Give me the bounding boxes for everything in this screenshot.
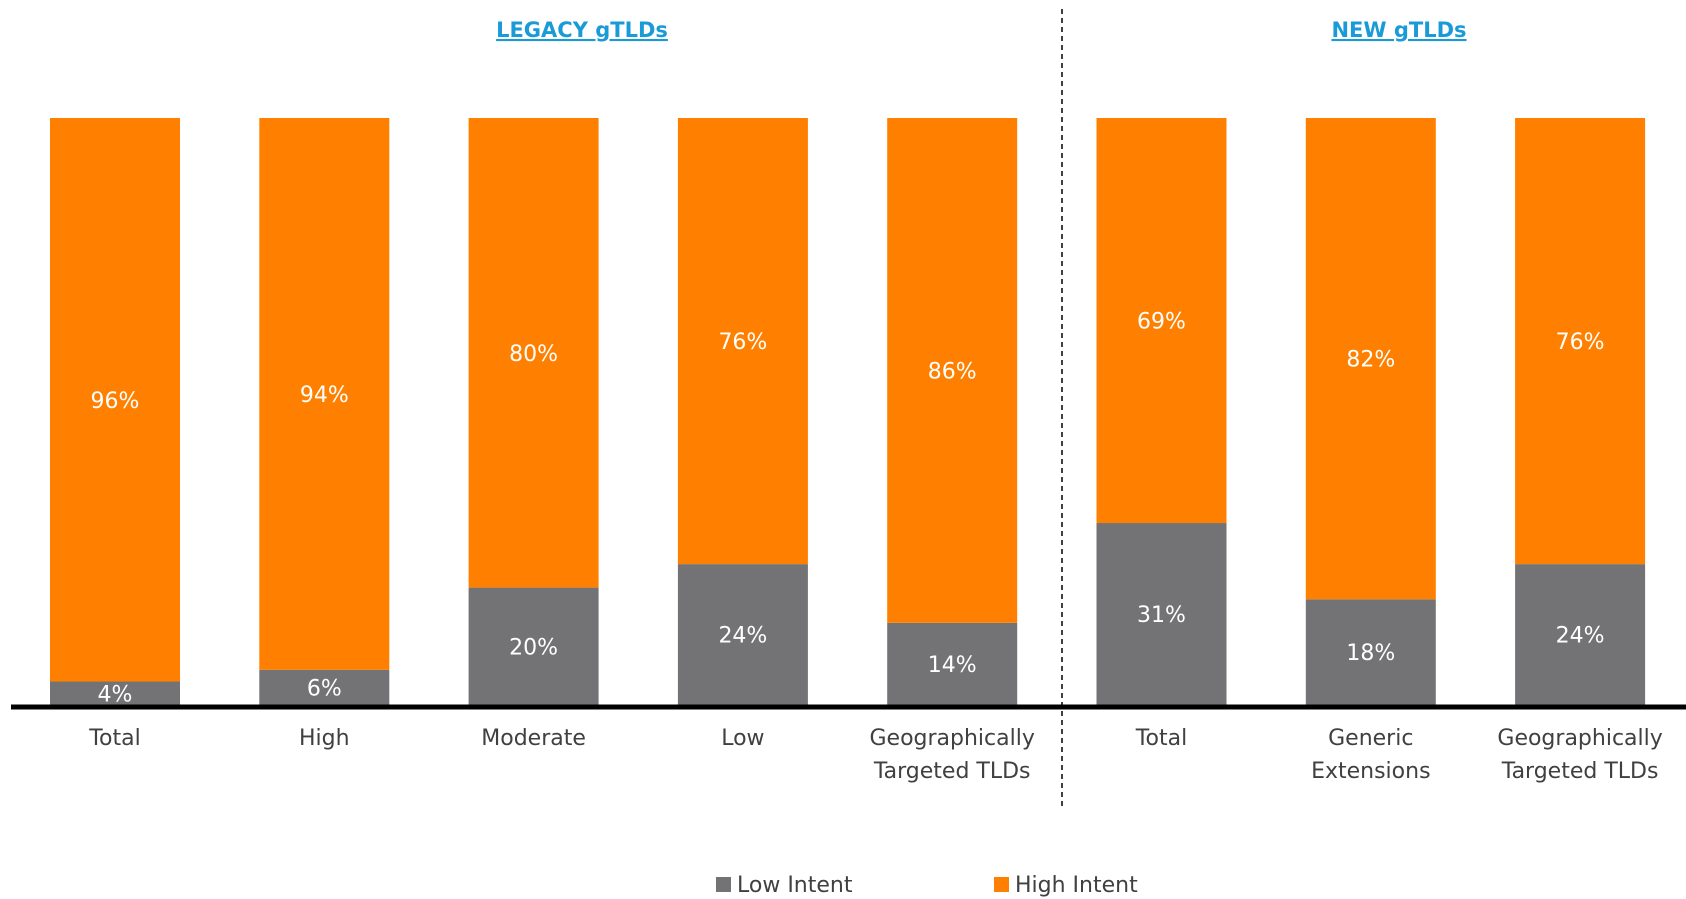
x-tick-label: High (299, 726, 350, 751)
legend-label: Low Intent (737, 873, 853, 898)
x-tick-label: Geographically Targeted TLDs (1497, 726, 1663, 784)
x-tick-label: Low (721, 726, 765, 751)
bar-segment (1096, 523, 1227, 705)
bar-segment (50, 681, 180, 705)
bar-segment (1515, 564, 1646, 705)
value-label: 76% (1556, 330, 1605, 355)
bar-segment (1305, 118, 1436, 600)
bar-segment (887, 622, 1018, 705)
bar-segment (677, 564, 808, 705)
value-label: 94% (300, 383, 349, 408)
bar-segment (1515, 118, 1646, 565)
legend-label: High Intent (1015, 873, 1138, 898)
x-tick-label: Geographically Targeted TLDs (869, 726, 1035, 784)
bar-segment (677, 118, 808, 565)
value-label: 24% (718, 624, 767, 649)
x-tick-label: Total (1135, 726, 1188, 751)
x-tick-label: Generic Extensions (1311, 726, 1431, 784)
bar-segment (468, 118, 599, 588)
legend-swatch (716, 877, 731, 892)
bar-segment (50, 118, 180, 682)
value-label: 96% (91, 389, 140, 414)
value-label: 6% (307, 676, 342, 701)
bar-segment (468, 587, 599, 705)
group-label: NEW gTLDs (1331, 18, 1466, 42)
bar-segment (1305, 599, 1436, 705)
group-label: LEGACY gTLDs (496, 18, 668, 42)
value-label: 14% (928, 653, 977, 678)
bar-segment (887, 118, 1018, 623)
value-label: 31% (1137, 603, 1186, 628)
x-tick-label: Total (89, 726, 141, 751)
value-label: 18% (1346, 641, 1395, 666)
value-label: 80% (509, 342, 558, 367)
bar-segment (1096, 118, 1227, 524)
value-label: 69% (1137, 310, 1186, 335)
value-label: 76% (718, 330, 767, 355)
value-label: 24% (1556, 624, 1605, 649)
value-label: 82% (1346, 348, 1395, 373)
value-label: 20% (509, 635, 558, 660)
legend-swatch (994, 877, 1009, 892)
bar-segment (259, 118, 390, 670)
x-tick-label: Moderate (481, 726, 586, 751)
value-label: 4% (98, 682, 133, 707)
bar-segment (259, 669, 390, 705)
value-label: 86% (928, 359, 977, 384)
